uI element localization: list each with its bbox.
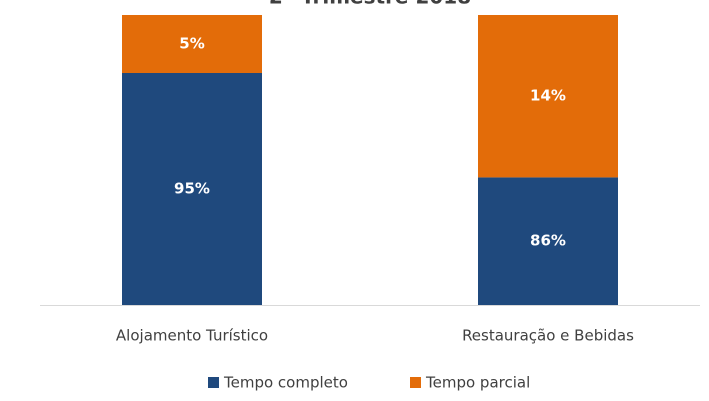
bar-segment — [478, 177, 618, 305]
data-label: 5% — [179, 35, 204, 53]
legend-swatch — [208, 377, 219, 388]
bar-segment — [478, 15, 618, 178]
data-label: 95% — [174, 180, 210, 198]
data-label: 14% — [530, 87, 566, 105]
legend-swatch — [410, 377, 421, 388]
legend-label: Tempo completo — [223, 374, 348, 392]
x-tick-label: Restauração e Bebidas — [462, 327, 634, 345]
bar-segment — [122, 73, 262, 305]
legend-label: Tempo parcial — [425, 374, 530, 392]
bar-segment — [122, 15, 262, 73]
data-label: 86% — [530, 232, 566, 250]
chart-title: 2º Trimestre 2018 — [269, 0, 471, 9]
x-tick-label: Alojamento Turístico — [116, 327, 268, 345]
